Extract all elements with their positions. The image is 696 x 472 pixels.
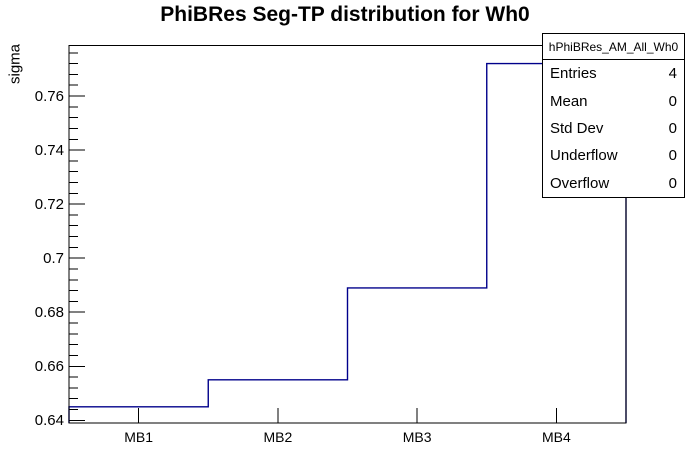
x-tick-label: MB4: [541, 429, 571, 445]
stats-value: 0: [668, 147, 677, 165]
y-tick-label: 0.68: [34, 303, 64, 321]
x-tick-label: MB1: [124, 429, 154, 445]
stats-row-entries: Entries 4: [543, 60, 684, 87]
stats-row-stddev: Std Dev 0: [543, 115, 684, 142]
stats-label: Overflow: [550, 174, 610, 192]
stats-value: 0: [668, 120, 677, 138]
stats-label: Std Dev: [550, 120, 604, 138]
y-tick-label: 0.72: [34, 195, 64, 213]
stats-row-underflow: Underflow 0: [543, 142, 684, 169]
chart-title: PhiBRes Seg-TP distribution for Wh0: [160, 3, 530, 26]
stats-rows: Entries 4 Mean 0 Std Dev 0 Underflow 0 O…: [543, 60, 684, 197]
x-tick-label: MB3: [402, 429, 432, 445]
y-tick-label: 0.66: [34, 357, 64, 375]
y-axis-title: sigma: [6, 43, 24, 85]
stats-row-mean: Mean 0: [543, 87, 684, 114]
stats-box-title: hPhiBRes_AM_All_Wh0: [543, 34, 684, 60]
stats-label: Entries: [550, 65, 597, 83]
plot-frame: [68, 45, 627, 424]
stats-label: Mean: [550, 92, 588, 110]
stats-box: hPhiBRes_AM_All_Wh0 Entries 4 Mean 0 Std…: [542, 33, 685, 198]
y-tick-label: 0.64: [34, 411, 64, 429]
stats-label: Underflow: [550, 147, 618, 165]
stats-value: 0: [668, 92, 677, 110]
stats-value: 4: [668, 65, 677, 83]
y-tick-label: 0.74: [34, 141, 64, 159]
stats-row-overflow: Overflow 0: [543, 170, 684, 197]
stats-value: 0: [668, 174, 677, 192]
x-tick-label: MB2: [263, 429, 293, 445]
y-tick-label: 0.7: [43, 249, 64, 267]
y-tick-label: 0.76: [34, 87, 64, 105]
